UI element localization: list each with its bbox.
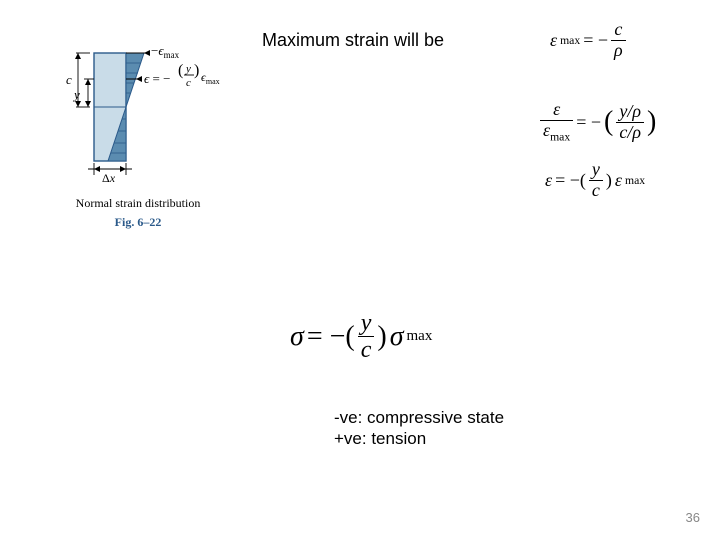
eps-rhs-sym: ε: [615, 170, 622, 191]
sigma-rhs-sub: max: [407, 328, 433, 345]
strain-diagram-svg: c y Δx −ϵmax ϵ = − ( y c ) ϵmax: [28, 35, 228, 185]
ratio-lhs-num: ε: [540, 100, 573, 121]
equation-eps: ε = −( y c ) εmax: [545, 160, 695, 200]
eps-lhs: ε: [545, 170, 552, 191]
sigma-den: c: [358, 337, 375, 363]
ratio-paren-open: (: [604, 106, 613, 138]
page-number: 36: [686, 510, 700, 525]
ratio-lhs-den-sub: max: [550, 130, 570, 143]
emax-sym: ε: [550, 30, 557, 51]
svg-text:c: c: [66, 72, 72, 87]
eps-den: c: [589, 181, 603, 201]
svg-text:ϵ = −: ϵ = −: [144, 71, 170, 86]
sign-convention-notes: -ve: compressive state +ve: tension: [334, 407, 504, 450]
ratio-eq: = −: [576, 112, 601, 133]
sigma-lhs: σ: [290, 321, 304, 353]
figure-number: Fig. 6–22: [28, 215, 248, 230]
strain-figure-block: c y Δx −ϵmax ϵ = − ( y c ) ϵmax Normal s…: [28, 35, 248, 230]
emax-den: ρ: [611, 41, 626, 61]
note-negative: -ve: compressive state: [334, 407, 504, 428]
sigma-rhs-sym: σ: [390, 321, 404, 353]
svg-text:−ϵmax: −ϵmax: [151, 43, 180, 60]
emax-eq: = −: [583, 30, 608, 51]
svg-text:y: y: [185, 63, 191, 75]
equation-emax: εmax = − c ρ: [550, 20, 680, 60]
eps-rhs-sub: max: [625, 174, 645, 187]
title-text: Maximum strain will be: [262, 30, 444, 51]
note-positive: +ve: tension: [334, 428, 504, 449]
sigma-eq: = −(: [307, 321, 355, 353]
sigma-close: ): [377, 321, 386, 353]
svg-text:ϵmax: ϵmax: [201, 70, 220, 86]
emax-num: c: [611, 20, 626, 41]
emax-sub: max: [560, 34, 580, 47]
svg-text:y: y: [72, 87, 80, 102]
equation-sigma: σ = −( y c ) σmax: [290, 310, 500, 370]
svg-text:Δx: Δx: [102, 171, 116, 185]
ratio-den: c/ρ: [616, 123, 644, 143]
equation-ratio: ε εmax = − ( y/ρ c/ρ ): [540, 100, 690, 150]
eps-eq: = −(: [555, 170, 586, 191]
eps-num: y: [589, 160, 603, 181]
figure-caption: Normal strain distribution: [28, 196, 248, 211]
svg-text:): ): [194, 62, 199, 79]
svg-text:(: (: [178, 62, 183, 79]
sigma-num: y: [358, 310, 375, 337]
ratio-paren-close: ): [647, 106, 656, 138]
svg-text:c: c: [186, 77, 191, 89]
eps-close: ): [606, 170, 612, 191]
ratio-num: y/ρ: [616, 102, 644, 123]
